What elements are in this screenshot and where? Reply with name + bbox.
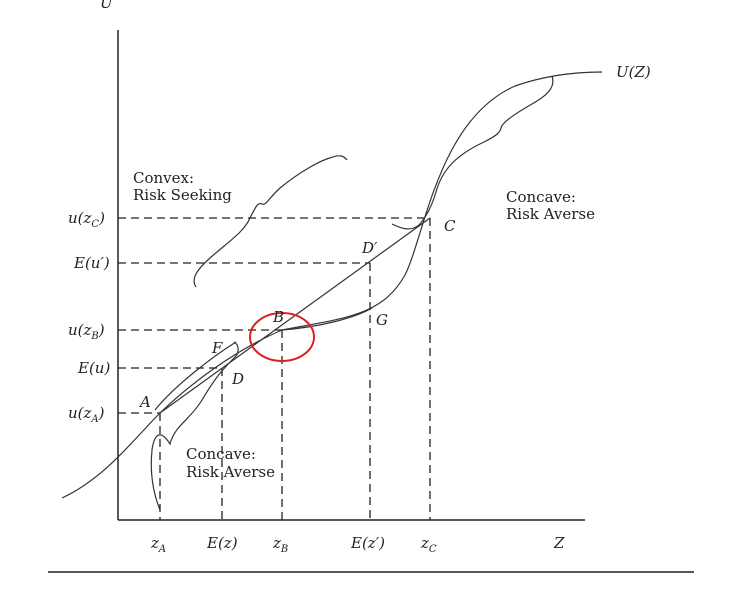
label-concave-top-title: Concave:: [506, 188, 576, 206]
point-a: A: [138, 393, 151, 411]
xtick-zb: zB: [272, 534, 288, 555]
point-f: F: [211, 339, 223, 357]
point-g: G: [376, 311, 388, 329]
ytick-uza: u(zA): [68, 404, 105, 425]
brace-convex: [193, 155, 348, 288]
xtick-zc: zC: [420, 534, 437, 555]
point-b: B: [272, 308, 284, 326]
brace-concave-bottom: [150, 341, 239, 511]
brace-concave-top: [391, 75, 554, 230]
xtick-za: zA: [150, 534, 166, 555]
utility-curve: [61, 71, 603, 499]
y-axis-label: U: [100, 0, 114, 12]
label-concave-bottom-sub: Risk Averse: [186, 463, 275, 481]
ytick-eu: E(u): [77, 359, 110, 377]
label-convex-title: Convex:: [133, 169, 194, 187]
curve-g: [281, 307, 373, 331]
label-concave-top-sub: Risk Averse: [506, 205, 595, 223]
xtick-ez: E(z): [206, 534, 238, 552]
chord-f-d: [154, 341, 237, 411]
x-axis-label: Z: [553, 534, 565, 552]
ytick-uzc: u(zC): [68, 209, 105, 230]
point-c: C: [444, 217, 456, 235]
xtick-ez-prime: E(z′): [350, 534, 385, 552]
point-d-prime: D′: [361, 239, 378, 257]
point-d: D: [231, 370, 244, 388]
ytick-eu-prime: E(u′): [73, 254, 110, 272]
label-concave-bottom-title: Concave:: [186, 445, 256, 463]
highlight-circle: [249, 312, 315, 362]
label-utility-curve: U(Z): [616, 63, 651, 81]
label-convex-sub: Risk Seeking: [133, 186, 232, 204]
ytick-uzb: u(zB): [68, 321, 105, 342]
